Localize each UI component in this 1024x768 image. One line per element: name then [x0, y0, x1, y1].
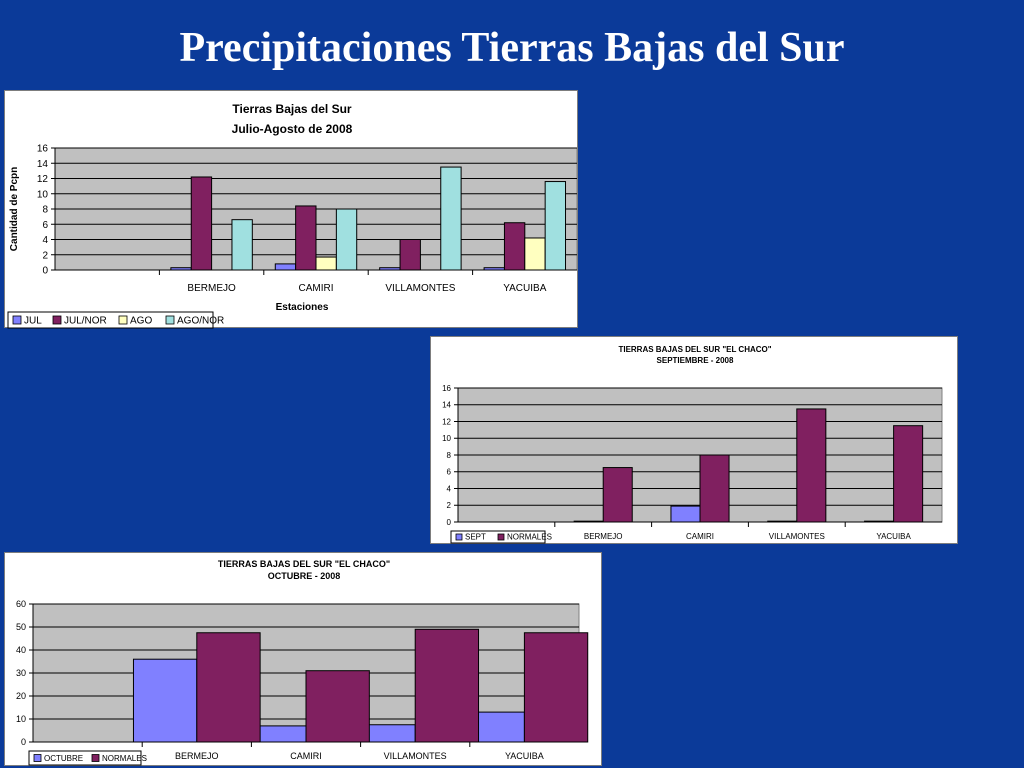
y-tick-label: 12: [37, 174, 49, 185]
x-tick-label-bermejo: BERMEJO: [187, 283, 236, 294]
y-tick-label: 6: [447, 468, 452, 477]
y-tick-label: 10: [16, 714, 26, 724]
bar-normales-villamontes: [796, 408, 827, 523]
bar-normales-villamontes: [414, 628, 480, 743]
chart-title: Tierras Bajas del Sur: [232, 102, 352, 116]
y-tick-label: 10: [442, 434, 451, 443]
chart-subtitle: OCTUBRE - 2008: [268, 571, 341, 581]
y-tick-label: 40: [16, 645, 26, 655]
slide-title: Precipitaciones Tierras Bajas del Sur: [179, 25, 845, 71]
chart-title: TIERRAS BAJAS DEL SUR "EL CHACO": [618, 345, 771, 354]
legend-swatch-ago: [118, 315, 128, 325]
y-tick-label: 60: [16, 599, 26, 609]
y-tick-label: 2: [447, 501, 452, 510]
x-axis-label: Estaciones: [276, 302, 329, 313]
bar-jul-nor-villamontes: [399, 239, 421, 271]
legend-label-sept: SEPT: [465, 533, 486, 542]
x-tick-label-camiri: CAMIRI: [290, 751, 322, 761]
x-tick-label-villamontes: VILLAMONTES: [385, 283, 455, 294]
bar-ago-camiri: [315, 256, 337, 271]
legend-label-ago: AGO: [130, 316, 152, 327]
bar-normales-camiri: [699, 454, 730, 523]
y-tick-label: 30: [16, 668, 26, 678]
y-tick-label: 14: [442, 401, 451, 410]
x-tick-label-camiri: CAMIRI: [299, 283, 334, 294]
legend-swatch-jul: [12, 315, 22, 325]
bar-ago-nor-yacuiba: [544, 181, 567, 271]
legend-label-octubre: OCTUBRE: [44, 754, 83, 763]
y-tick-label: 4: [42, 235, 48, 246]
chart-septiembre-svg: TIERRAS BAJAS DEL SUR "EL CHACO" SEPTIEMB…: [442, 345, 943, 544]
bar-ago-yacuiba: [524, 237, 546, 271]
y-tick-label: 16: [442, 384, 451, 393]
bar-jul-camiri: [274, 263, 297, 271]
x-tick-label-yacuiba: YACUIBA: [876, 532, 911, 541]
y-tick-label: 20: [16, 691, 26, 701]
legend-swatch-sept: [455, 533, 463, 541]
chart-julio-agosto: Tierras Bajas del Sur Julio-Agosto de 200…: [4, 90, 578, 329]
chart-octubre: TIERRAS BAJAS DEL SUR "EL CHACO" OCTUBRE …: [4, 552, 602, 766]
bar-jul-nor-bermejo: [190, 176, 213, 271]
legend-swatch-normales: [497, 533, 505, 541]
x-tick-label-yacuiba: YACUIBA: [505, 751, 544, 761]
bar-ago-nor-villamontes: [440, 166, 462, 271]
bar-sept-camiri: [670, 505, 701, 523]
legend-label-jul: JUL: [24, 316, 42, 327]
x-tick-label-yacuiba: YACUIBA: [503, 283, 546, 294]
chart-octubre-svg: TIERRAS BAJAS DEL SUR "EL CHACO" OCTUBRE …: [16, 559, 589, 766]
y-tick-label: 0: [42, 266, 48, 277]
y-tick-label: 2: [42, 250, 48, 261]
chart-septiembre: TIERRAS BAJAS DEL SUR "EL CHACO" SEPTIEMB…: [430, 336, 958, 544]
bar-normales-yacuiba: [523, 632, 589, 743]
bar-ago-nor-camiri: [335, 208, 358, 271]
bar-normales-bermejo: [602, 467, 633, 523]
y-tick-label: 0: [447, 518, 452, 527]
y-tick-label: 12: [442, 417, 451, 426]
y-tick-label: 8: [447, 451, 452, 460]
x-tick-label-villamontes: VILLAMONTES: [769, 532, 825, 541]
legend-label-normales: NORMALES: [102, 754, 147, 763]
legend-label-ago-nor: AGO/NOR: [177, 316, 224, 327]
chart-subtitle: Julio-Agosto de 2008: [232, 122, 353, 136]
y-tick-label: 50: [16, 622, 26, 632]
bar-ago-nor-bermejo: [231, 219, 253, 271]
y-tick-label: 16: [37, 144, 49, 155]
legend-swatch-ago-nor: [165, 315, 175, 325]
y-tick-label: 4: [447, 484, 452, 493]
bar-normales-camiri: [305, 670, 370, 743]
legend-label-jul-nor: JUL/NOR: [64, 316, 107, 327]
chart-title: TIERRAS BAJAS DEL SUR "EL CHACO": [218, 559, 390, 569]
x-tick-label-bermejo: BERMEJO: [175, 751, 219, 761]
x-tick-label-bermejo: BERMEJO: [584, 532, 623, 541]
x-tick-label-camiri: CAMIRI: [686, 532, 714, 541]
legend-swatch-normales: [91, 754, 100, 762]
legend-swatch-octubre: [33, 754, 42, 762]
bar-jul-nor-yacuiba: [503, 222, 526, 271]
chart-subtitle: SEPTIEMBRE - 2008: [657, 356, 734, 365]
legend-label-normales: NORMALES: [507, 533, 552, 542]
y-axis-label: Cantidad de Pcpn: [9, 167, 20, 251]
y-tick-label: 14: [37, 159, 49, 170]
x-tick-label-villamontes: VILLAMONTES: [384, 751, 447, 761]
bar-jul-nor-camiri: [295, 205, 317, 271]
y-tick-label: 10: [37, 189, 49, 200]
y-tick-label: 8: [42, 205, 48, 216]
chart-julio-agosto-svg: Tierras Bajas del Sur Julio-Agosto de 200…: [7, 102, 578, 329]
y-tick-label: 0: [21, 737, 26, 747]
bar-normales-bermejo: [196, 632, 261, 743]
bar-normales-yacuiba: [893, 425, 924, 523]
legend-swatch-jul-nor: [52, 315, 62, 325]
legend-box: [28, 750, 142, 766]
y-tick-label: 6: [42, 220, 48, 231]
bar-octubre-bermejo: [132, 658, 198, 743]
